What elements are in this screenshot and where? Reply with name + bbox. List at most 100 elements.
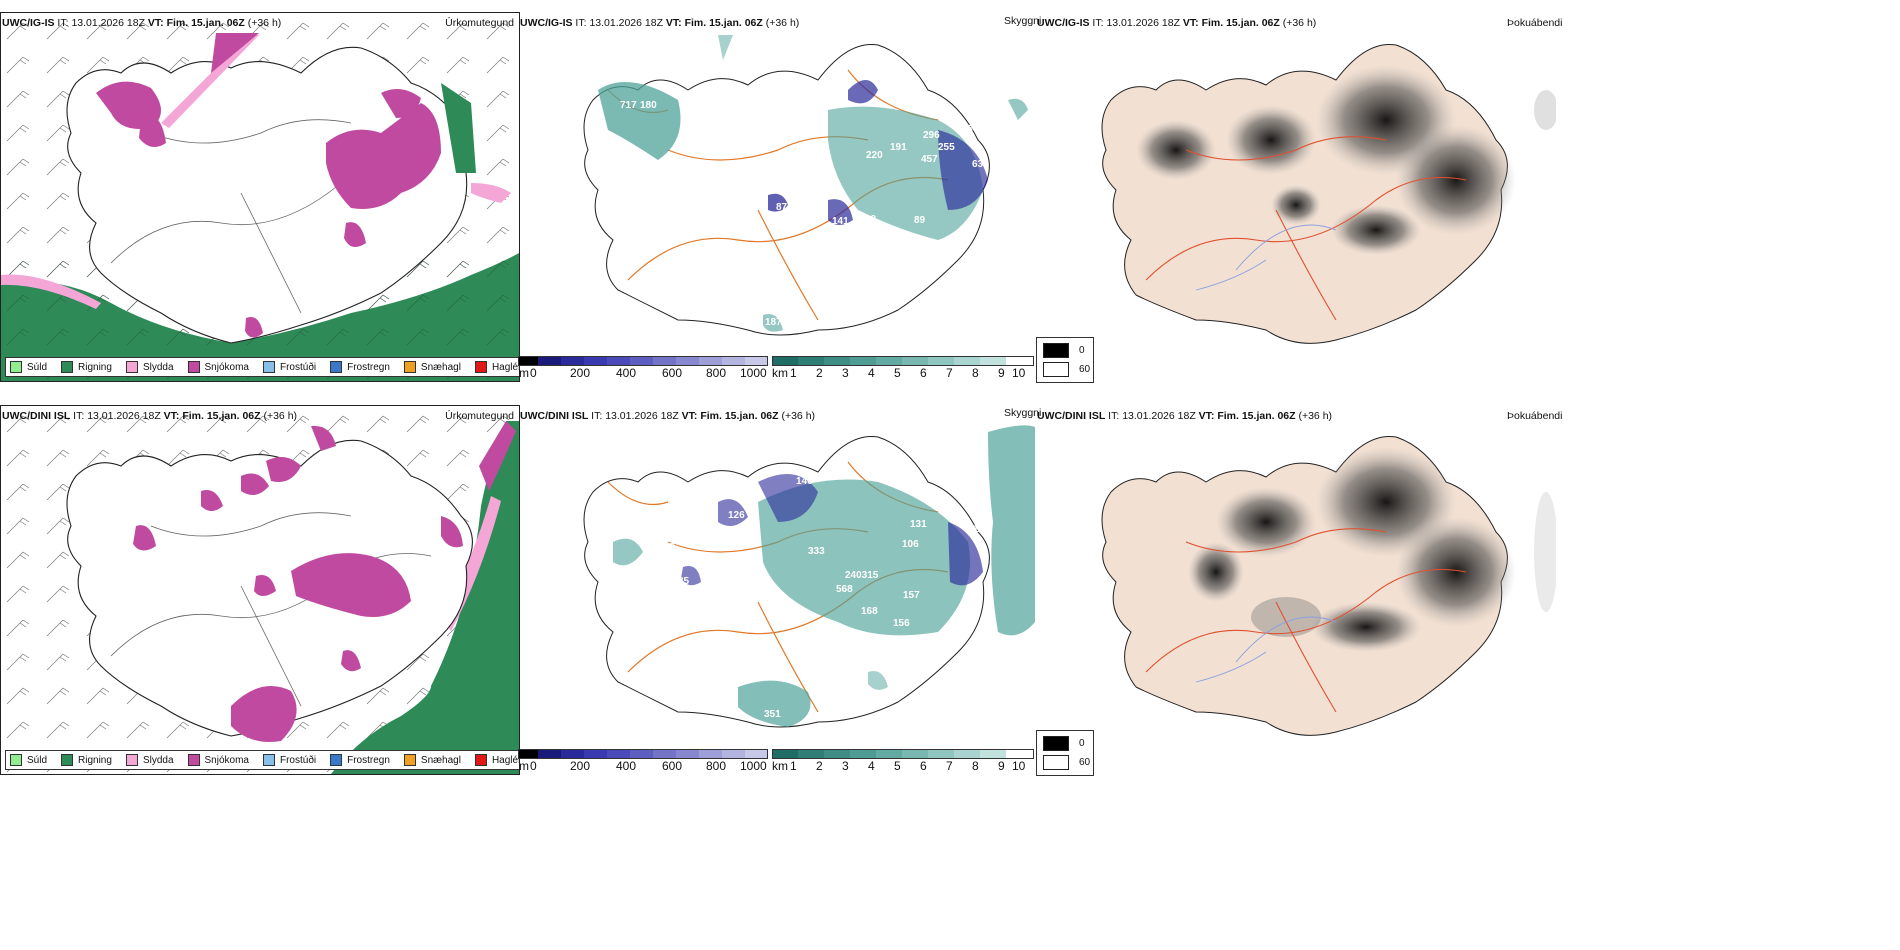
vis-label: 168: [880, 456, 897, 467]
vis-label: 158: [956, 124, 973, 135]
legend-swatch: [474, 754, 487, 766]
legend-label: Snæhagl: [420, 361, 461, 373]
legend-swatch: [330, 361, 343, 373]
visibility-panel-top: 717 180 128 296 158 255 457 220 191 87 9…: [518, 30, 1035, 350]
visibility-km-unit: km: [772, 366, 788, 380]
vt-value: Fim. 15.jan. 06Z: [182, 410, 261, 422]
legend-label: Slydda: [142, 361, 174, 373]
fog-legend-label: 0: [1079, 345, 1085, 356]
legend-swatch: [61, 361, 74, 373]
visibility-km-tick: 9: [998, 759, 1005, 773]
legend-item: Rigning: [61, 361, 112, 373]
vis-label: 187: [765, 317, 782, 328]
legend-label: Snjókoma: [204, 361, 249, 373]
legend-label: Frostregn: [347, 754, 390, 766]
fog-legend-label: 60: [1079, 364, 1091, 375]
vis-label: 156: [893, 618, 910, 629]
legend-swatch: [10, 754, 22, 766]
it-value: 13.01.2026 18Z: [71, 17, 145, 29]
visibility-m-tick: 400: [616, 366, 637, 380]
vis-label: 126: [728, 510, 745, 521]
visibility-km-tick: 2: [816, 366, 823, 380]
fog-legend-row: 60: [1043, 362, 1090, 377]
visibility-m-unit: m: [519, 366, 529, 380]
panel-header-visibility-top: UWC/IG-IS IT: 13.01.2026 18Z VT: Fim. 15…: [520, 17, 799, 29]
visibility-m-colorbar-bottom: [518, 749, 768, 759]
vt-label: VT:: [665, 17, 682, 29]
panel-title-visibility-bottom: Skyggni: [1004, 407, 1042, 419]
vis-label: 106: [902, 539, 919, 550]
visibility-km-tick: 4: [868, 759, 875, 773]
precip-panel-bottom: Súld Rigning Slydda Snjókoma Frostúði Fr…: [0, 405, 520, 775]
panel-header-precip-top: UWC/IG-IS IT: 13.01.2026 18Z VT: Fim. 15…: [2, 17, 281, 29]
visibility-km-tick: 5: [894, 366, 901, 380]
vis-label: 255: [938, 142, 955, 153]
fog-legend-row: 60: [1043, 755, 1090, 770]
legend-item: Slydda: [125, 754, 174, 766]
panel-title-precip-bottom: Úrkomutegund: [445, 410, 514, 422]
vt-label: VT:: [147, 17, 164, 29]
precip-map-top: [1, 13, 519, 381]
vis-label: 180: [640, 100, 657, 111]
legend-swatch: [61, 754, 74, 766]
legend-item: Frostúði: [262, 754, 316, 766]
legend-swatch: [262, 754, 275, 766]
fog-legend-label: 0: [1079, 738, 1085, 749]
fog-legend-swatch: [1043, 362, 1069, 377]
visibility-km-tick: 1: [790, 366, 797, 380]
vis-label: 457: [921, 154, 938, 165]
vis-label: 108: [658, 542, 675, 553]
visibility-m-tick: 1000: [740, 366, 767, 380]
visibility-m-tick: 1000: [740, 759, 767, 773]
panel-title-precip-top: Úrkomutegund: [445, 17, 514, 29]
visibility-km-colorbar-top: [772, 356, 1034, 366]
lead-time: (+36 h): [247, 17, 282, 29]
lead-time: (+36 h): [781, 410, 816, 422]
panel-header-visibility-bottom: UWC/DINI ISL IT: 13.01.2026 18Z VT: Fim.…: [520, 410, 815, 422]
legend-item: Slydda: [125, 361, 174, 373]
legend-label: Frostúði: [279, 361, 317, 373]
it-value: 13.01.2026 18Z: [605, 410, 679, 422]
fog-panel-bottom: [1036, 422, 1556, 742]
fog-legend-swatch: [1043, 343, 1069, 358]
fog-legend-top: 0 60: [1036, 337, 1094, 383]
lead-time: (+36 h): [263, 410, 298, 422]
legend-item: Haglél: [474, 754, 519, 766]
vt-label: VT:: [163, 410, 180, 422]
vt-value: Fim. 15.jan. 06Z: [684, 17, 763, 29]
legend-item: Súld: [10, 754, 47, 766]
visibility-km-tick: 3: [842, 366, 849, 380]
it-label: IT:: [73, 410, 85, 422]
visibility-map-bottom: 140 126 168 108 116 240315 568 333 168 1…: [583, 425, 1035, 728]
it-value: 13.01.2026 18Z: [87, 410, 161, 422]
vis-label: 140: [796, 476, 813, 487]
legend-label: Snjókoma: [204, 754, 249, 766]
visibility-km-tick: 5: [894, 759, 901, 773]
vis-label: 116: [968, 524, 985, 535]
visibility-map-top: 717 180 128 296 158 255 457 220 191 87 9…: [583, 35, 1028, 336]
vis-label: 351: [764, 709, 781, 720]
panel-header-precip-bottom: UWC/DINI ISL IT: 13.01.2026 18Z VT: Fim.…: [2, 410, 297, 422]
vis-label: 89: [914, 215, 926, 226]
legend-swatch: [330, 754, 343, 766]
visibility-km-tick: 7: [946, 366, 953, 380]
legend-swatch: [474, 361, 487, 373]
vis-label: 220: [866, 150, 883, 161]
it-label: IT:: [575, 17, 587, 29]
legend-swatch: [125, 754, 138, 766]
fog-legend-label: 60: [1079, 757, 1091, 768]
legend-swatch: [403, 754, 416, 766]
visibility-km-colorbar-bottom: [772, 749, 1034, 759]
fog-map-top: [1101, 43, 1556, 344]
legend-label: Súld: [27, 361, 48, 373]
visibility-km-tick: 8: [972, 366, 979, 380]
precip-panel-top: Súld Rigning Slydda Snjókoma Frostúði Fr…: [0, 12, 520, 382]
legend-swatch: [10, 361, 22, 373]
it-label: IT:: [57, 17, 69, 29]
model-name: UWC/DINI ISL: [2, 410, 71, 422]
panel-title-fog-top: Þokuábendi: [1507, 17, 1563, 29]
vt-label: VT:: [681, 410, 698, 422]
vis-label: 131: [910, 519, 927, 530]
visibility-km-tick: 4: [868, 366, 875, 380]
it-value: 13.01.2026 18Z: [1106, 17, 1180, 29]
